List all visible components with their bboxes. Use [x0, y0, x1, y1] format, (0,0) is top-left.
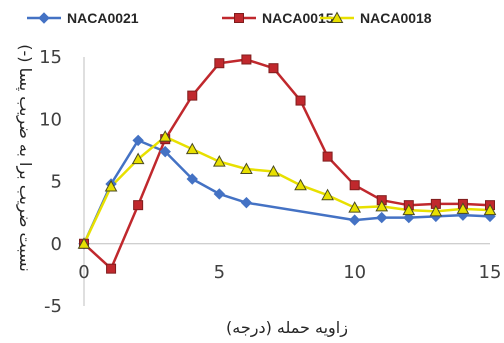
- y-tick-label-0: -5: [44, 296, 62, 317]
- x-axis-title: زاویه حمله (درجه): [226, 318, 348, 338]
- data-point-naca0021-4: [186, 173, 198, 185]
- series-line-naca0015: [83, 58, 491, 270]
- data-point-naca0015-10: [349, 180, 360, 191]
- data-point-naca0018-5: [212, 155, 226, 167]
- data-point-naca0018-8: [294, 178, 307, 191]
- data-point-naca0021-3: [159, 145, 171, 158]
- data-point-naca0021-6: [240, 196, 253, 209]
- data-point-naca0021-2: [132, 134, 144, 147]
- data-point-naca0015-4: [187, 90, 198, 101]
- data-point-naca0015-9: [322, 151, 333, 162]
- data-point-naca0018-12: [402, 203, 416, 216]
- legend-marker-naca0018: [330, 11, 344, 23]
- data-point-naca0021-8: [376, 211, 388, 224]
- legend-label-naca0018: NACA0018: [360, 10, 432, 26]
- data-point-naca0018-6: [240, 162, 253, 175]
- series-line-naca0021: [82, 139, 491, 245]
- data-point-naca0015-7: [268, 63, 279, 74]
- legend-marker-naca0021: [38, 12, 50, 24]
- y-tick-label-1: 0: [51, 234, 62, 255]
- data-point-naca0018-1: [104, 179, 118, 192]
- x-tick-label-1: 5: [214, 262, 225, 283]
- data-point-naca0018-9: [321, 188, 334, 201]
- data-point-naca0018-3: [158, 130, 172, 142]
- series-line-naca0018: [82, 135, 491, 245]
- data-point-naca0018-0: [77, 237, 91, 249]
- data-point-naca0021-5: [213, 188, 226, 200]
- x-tick-label-2: 10: [343, 262, 366, 283]
- y-tick-label-2: 5: [51, 172, 62, 193]
- y-tick-label-3: 10: [39, 109, 62, 130]
- data-point-naca0015-5: [214, 58, 225, 69]
- data-point-naca0018-7: [267, 165, 280, 177]
- x-tick-label-3: 15: [479, 262, 502, 283]
- legend-label-naca0021: NACA0021: [67, 10, 139, 26]
- data-point-naca0018-11: [375, 199, 389, 212]
- data-point-naca0015-2: [133, 200, 144, 211]
- data-point-naca0021-7: [348, 214, 361, 226]
- data-point-naca0015-8: [295, 95, 306, 106]
- y-axis-title: نسبت ضریب برا به ضریب پسا (-): [15, 44, 35, 272]
- data-point-naca0015-1: [106, 263, 117, 274]
- data-point-naca0018-4: [185, 142, 199, 155]
- legend-label-naca0015: NACA0015: [262, 10, 334, 26]
- data-point-naca0018-13: [429, 204, 443, 217]
- data-point-naca0018-14: [456, 202, 470, 214]
- data-point-naca0015-6: [241, 54, 252, 65]
- data-point-naca0018-2: [131, 152, 145, 165]
- x-tick-label-0: 0: [78, 262, 89, 283]
- data-point-naca0018-15: [483, 203, 497, 216]
- data-point-naca0018-10: [348, 201, 362, 213]
- legend-marker-naca0015: [234, 13, 244, 23]
- y-tick-label-4: 15: [39, 47, 62, 68]
